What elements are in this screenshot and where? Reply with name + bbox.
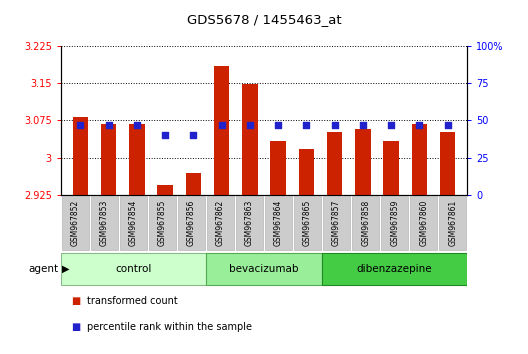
Text: ■: ■ xyxy=(71,296,81,306)
Bar xyxy=(149,196,176,250)
Bar xyxy=(61,253,205,285)
Text: GSM967853: GSM967853 xyxy=(100,200,109,246)
Point xyxy=(133,122,141,128)
Bar xyxy=(186,173,201,195)
Text: GSM967856: GSM967856 xyxy=(187,200,196,246)
Point xyxy=(246,122,254,128)
Bar xyxy=(440,132,455,195)
Bar xyxy=(207,196,234,250)
Bar xyxy=(410,196,437,250)
Bar xyxy=(270,141,286,195)
Text: GSM967852: GSM967852 xyxy=(71,200,80,246)
Point xyxy=(189,132,197,138)
Bar xyxy=(439,196,466,250)
Bar xyxy=(411,124,427,195)
Text: GSM967862: GSM967862 xyxy=(216,200,225,246)
Text: bevacizumab: bevacizumab xyxy=(229,264,299,274)
Bar xyxy=(157,185,173,195)
Text: agent: agent xyxy=(28,264,58,274)
Bar xyxy=(214,66,229,195)
Text: GSM967854: GSM967854 xyxy=(129,200,138,246)
Text: GSM967865: GSM967865 xyxy=(303,200,312,246)
Bar xyxy=(91,196,118,250)
Bar xyxy=(355,129,371,195)
Text: ■: ■ xyxy=(71,322,81,332)
Text: percentile rank within the sample: percentile rank within the sample xyxy=(87,322,252,332)
Text: ▶: ▶ xyxy=(62,264,69,274)
Text: control: control xyxy=(115,264,152,274)
Text: GSM967863: GSM967863 xyxy=(245,200,254,246)
Bar xyxy=(383,141,399,195)
Text: GSM967864: GSM967864 xyxy=(274,200,283,246)
Bar xyxy=(101,124,117,195)
Bar xyxy=(327,132,342,195)
Point xyxy=(444,122,452,128)
Bar xyxy=(62,196,89,250)
Bar xyxy=(323,196,350,250)
Bar xyxy=(120,196,147,250)
Text: dibenzazepine: dibenzazepine xyxy=(357,264,432,274)
Text: GSM967855: GSM967855 xyxy=(158,200,167,246)
Bar xyxy=(242,84,258,195)
Bar xyxy=(236,196,263,250)
Text: GSM967859: GSM967859 xyxy=(390,200,399,246)
Point xyxy=(76,122,84,128)
Point xyxy=(331,122,339,128)
Point xyxy=(105,122,113,128)
Bar xyxy=(352,196,379,250)
Text: GSM967860: GSM967860 xyxy=(419,200,428,246)
Bar xyxy=(178,196,205,250)
Text: GSM967858: GSM967858 xyxy=(361,200,370,246)
Bar xyxy=(294,196,321,250)
Bar xyxy=(299,149,314,195)
Point xyxy=(302,122,310,128)
Point xyxy=(387,122,395,128)
Point xyxy=(415,122,423,128)
Point xyxy=(274,122,282,128)
Text: transformed count: transformed count xyxy=(87,296,178,306)
Bar xyxy=(129,124,145,195)
Bar xyxy=(265,196,292,250)
Text: GDS5678 / 1455463_at: GDS5678 / 1455463_at xyxy=(187,13,341,26)
Text: GSM967857: GSM967857 xyxy=(332,200,341,246)
Bar xyxy=(206,253,322,285)
Bar xyxy=(73,117,88,195)
Point xyxy=(359,122,367,128)
Point xyxy=(218,122,226,128)
Text: GSM967861: GSM967861 xyxy=(448,200,457,246)
Bar xyxy=(381,196,408,250)
Bar xyxy=(323,253,467,285)
Point xyxy=(161,132,169,138)
